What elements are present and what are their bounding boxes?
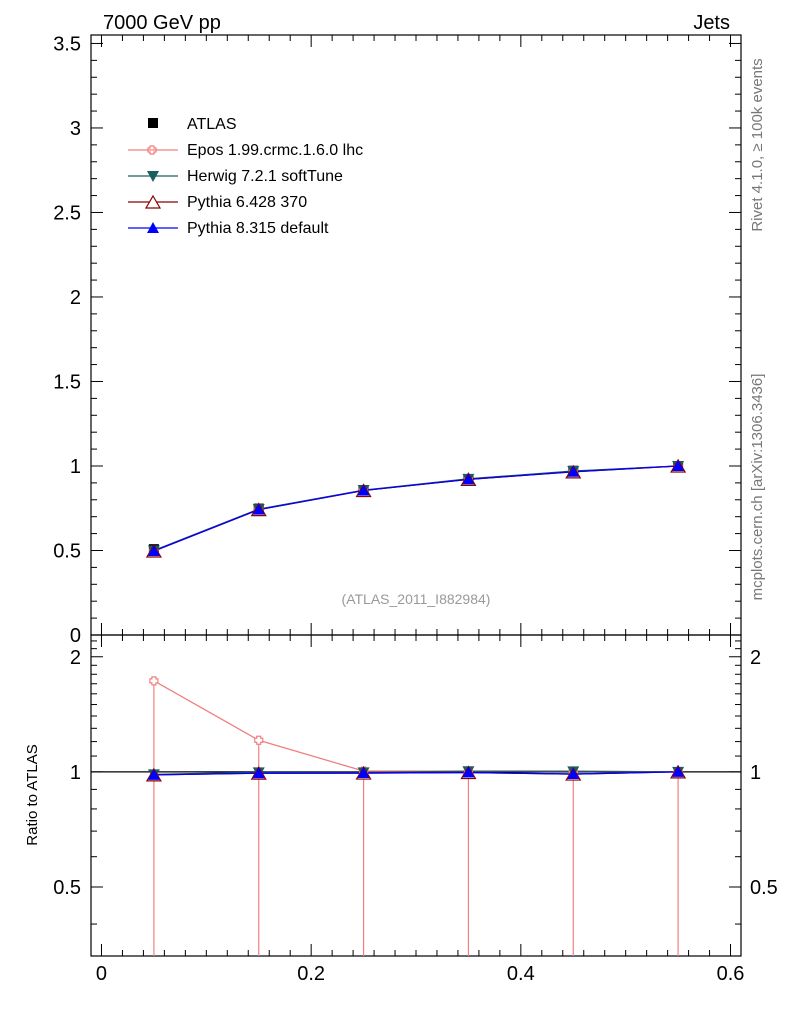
ratio-line-herwig [153,770,679,776]
main-ytick-label: 1 [70,456,81,478]
ratio-point-epos [149,676,159,686]
mcplots-label: mcplots.cern.ch [arXiv:1306.3436] [749,374,766,601]
legend-label-herwig: Herwig 7.2.1 softTune [187,168,343,185]
main-line-pythia6 [153,465,679,552]
ratio-point-pythia8 [672,765,685,777]
ratio-plot-frame [90,634,742,957]
legend-entry-herwig: Herwig 7.2.1 softTune [128,168,343,185]
main-line-epos [153,465,679,552]
ratio-axes: 0 0.2 0.4 0.6 0.5 0.5 1 1 2 2 [53,635,778,985]
legend-label-pythia8: Pythia 8.315 default [187,220,329,237]
ratio-ytick-label-right: 0.5 [750,877,778,899]
main-ytick-label: 0 [70,625,81,647]
ratio-point-epos [254,735,264,745]
main-point-pythia8 [147,545,160,556]
legend-marker-pythia8 [147,222,159,233]
legend-marker-epos [147,145,157,155]
ratio-point-pythia8 [357,767,370,779]
legend-marker-pythia6 [144,194,162,209]
ratio-ytick-label-right: 2 [750,647,761,669]
ratio-xtick-label: 0.6 [717,963,745,985]
legend-label-pythia6: Pythia 6.428 370 [187,194,307,211]
ratio-point-pythia8 [252,767,265,779]
ratio-ylabel: Ratio to ATLAS [24,744,41,845]
main-point-pythia8 [252,503,265,515]
legend: ATLAS Epos 1.99.crmc.1.6.0 lhc Herwig 7.… [128,116,363,237]
legend-marker-herwig [147,171,159,182]
legend-entry-pythia6: Pythia 6.428 370 [128,194,307,211]
ratio-point-pythia8 [462,766,475,778]
ratio-xtick-label: 0.2 [297,963,325,985]
ratio-point-pythia8 [147,768,160,780]
legend-entry-atlas: ATLAS [148,116,237,133]
main-line-herwig [153,465,679,552]
main-point-pythia8 [357,484,370,496]
main-ytick-label: 2.5 [53,202,81,224]
main-point-pythia8 [462,473,475,485]
main-ytick-label: 3 [70,118,81,140]
legend-label-atlas: ATLAS [187,116,237,133]
analysis-watermark: (ATLAS_2011_I882984) [342,591,491,607]
main-axes: 0 0.5 1 1.5 2 2.5 3 3.5 [53,33,741,647]
ratio-line-epos [153,680,679,773]
ratio-line-pythia8 [153,771,679,776]
ratio-point-pythia8 [567,768,580,780]
ratio-ytick-label-left: 0.5 [53,877,81,899]
main-point-pythia8 [672,459,685,471]
legend-marker-atlas [148,118,158,128]
ratio-ytick-label-left: 1 [70,762,81,784]
main-ytick-label: 1.5 [53,371,81,393]
rivet-label: Rivet 4.1.0, ≥ 100k events [749,58,766,231]
main-line-pythia8 [153,465,679,552]
header-right-label: Jets [693,12,730,34]
ratio-xtick-label: 0.4 [507,963,535,985]
legend-entry-epos: Epos 1.99.crmc.1.6.0 lhc [128,142,363,159]
legend-entry-pythia8: Pythia 8.315 default [128,220,329,237]
main-ytick-label: 0.5 [53,540,81,562]
ratio-ytick-label-left: 2 [70,647,81,669]
main-point-pythia8 [567,465,580,477]
header-left-label: 7000 GeV pp [103,12,221,34]
ratio-ytick-label-right: 1 [750,762,761,784]
main-series-group [145,458,687,558]
main-ytick-label: 3.5 [53,33,81,55]
legend-label-epos: Epos 1.99.crmc.1.6.0 lhc [187,142,363,159]
ratio-xtick-label: 0 [96,963,107,985]
main-ytick-label: 2 [70,287,81,309]
ratio-series-group [145,676,687,956]
